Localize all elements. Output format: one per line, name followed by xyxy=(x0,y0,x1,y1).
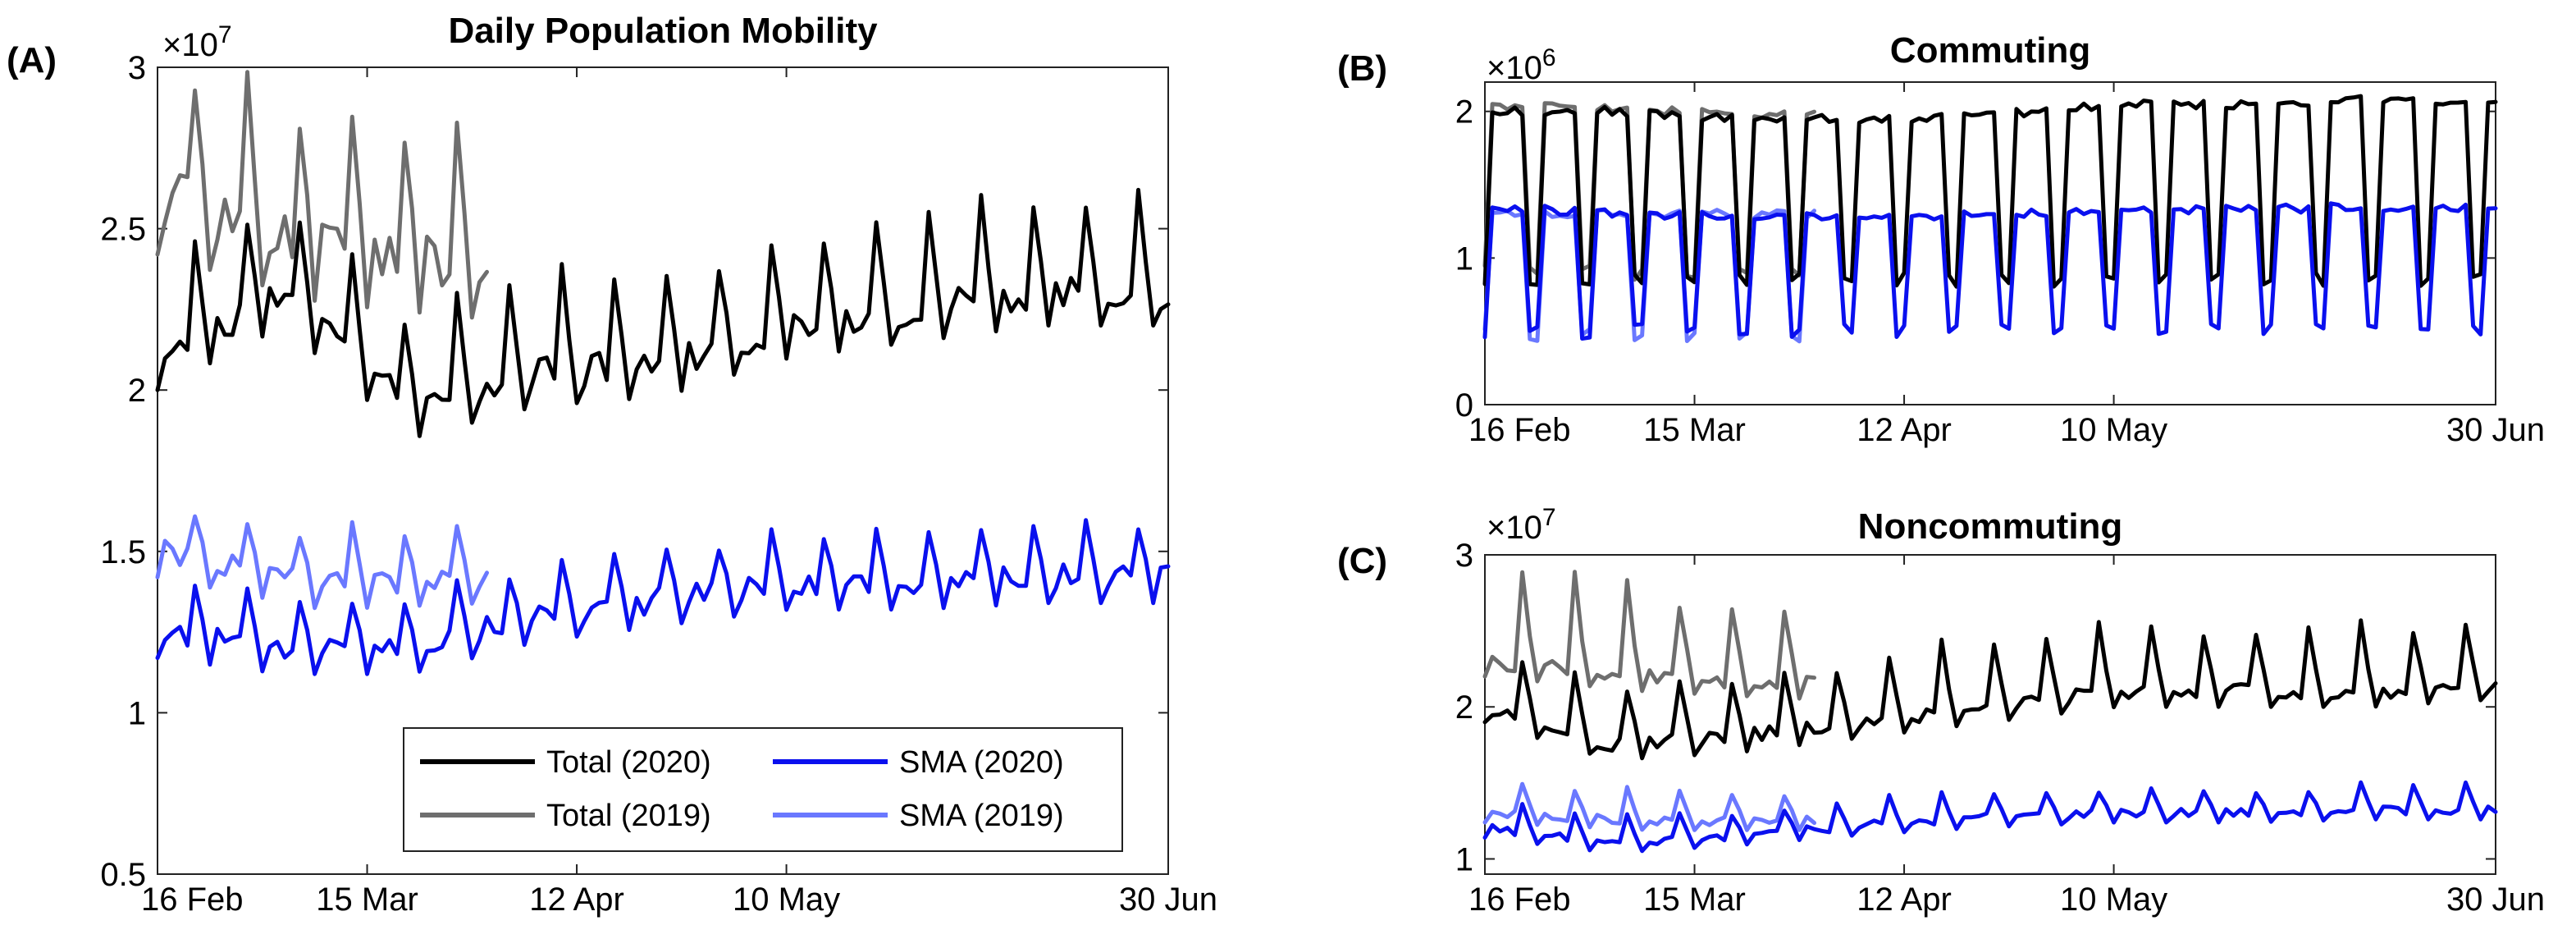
y-tick-label: 1 xyxy=(1455,240,1473,277)
y-tick-label: 0.5 xyxy=(100,857,146,893)
panel-b: (B) Commuting ×106 16 Feb 15 Mar 12 Apr 10 … xyxy=(1337,30,2545,448)
panel-c-axes xyxy=(1484,554,2496,875)
series-line-sma-2020 xyxy=(1482,780,2498,854)
x-tick-label: 12 Apr xyxy=(529,882,624,918)
legend-label-total-2019: Total (2019) xyxy=(546,799,711,833)
series-line-sma-2019 xyxy=(155,514,489,611)
panel-c-ticks: 16 Feb 15 Mar 12 Apr 10 May 30 Jun 1 2 3 xyxy=(1455,538,2545,918)
series-line-sma-2019 xyxy=(1482,781,1816,832)
x-tick-label: 15 Mar xyxy=(1643,412,1746,448)
panel-c-exponent-text: ×107 xyxy=(1487,504,1556,546)
y-tick-label: 3 xyxy=(128,50,146,86)
x-tick-label: 12 Apr xyxy=(1857,412,1952,448)
panel-a-lines xyxy=(155,70,1171,676)
y-tick-label: 2.5 xyxy=(100,212,146,248)
x-tick-label: 15 Mar xyxy=(316,882,418,918)
series-line-total-2019 xyxy=(155,70,489,320)
panel-a-label: (A) xyxy=(7,40,57,80)
panel-a-ticks: 16 Feb 15 Mar 12 Apr 10 May 30 Jun 0.5 1 1.5 2 2.… xyxy=(100,50,1217,918)
x-tick-label: 16 Feb xyxy=(141,882,244,918)
series-line-sma-2020 xyxy=(155,518,1171,676)
panel-c-label: (C) xyxy=(1337,541,1387,581)
legend-label-sma-2019: SMA (2019) xyxy=(899,799,1064,833)
panel-b-axes xyxy=(1484,81,2496,405)
y-tick-label: 1 xyxy=(128,695,146,731)
panel-a-exponent: ×107 xyxy=(162,21,232,63)
y-tick-label: 0 xyxy=(1455,387,1473,424)
x-tick-label: 30 Jun xyxy=(2446,412,2545,448)
panel-b-exponent: ×106 xyxy=(1487,44,1556,86)
series-line-total-2020 xyxy=(1482,94,2498,289)
y-tick-label: 2 xyxy=(1455,689,1473,726)
series-line-total-2019 xyxy=(1482,570,1816,701)
series-line-sma-2020 xyxy=(1482,201,2498,341)
series-line-total-2020 xyxy=(155,187,1171,438)
panel-c-title: Noncommuting xyxy=(1858,506,2123,547)
panel-c: (C) Noncommuting ×107 16 Feb 15 Mar 12 Apr… xyxy=(1337,504,2545,918)
x-tick-label: 16 Feb xyxy=(1468,412,1571,448)
series-line-total-2020 xyxy=(1482,618,2498,761)
legend-label-total-2020: Total (2020) xyxy=(546,745,711,780)
panel-a: (A) Daily Population Mobility ×107 16 Fe… xyxy=(7,11,1217,918)
y-tick-label: 3 xyxy=(1455,538,1473,574)
y-tick-label: 1 xyxy=(1455,841,1473,877)
panel-b-label: (B) xyxy=(1337,48,1387,89)
panel-b-exponent-text: ×106 xyxy=(1487,44,1556,86)
y-tick-label: 1.5 xyxy=(100,534,146,570)
legend-box xyxy=(403,727,1123,852)
panel-c-exponent: ×107 xyxy=(1487,504,1556,546)
x-tick-label: 15 Mar xyxy=(1643,882,1746,918)
legend-label-sma-2020: SMA (2020) xyxy=(899,745,1064,780)
panel-a-exponent-text: ×107 xyxy=(162,21,232,63)
x-tick-label: 30 Jun xyxy=(1119,882,1217,918)
x-tick-label: 10 May xyxy=(2060,412,2167,448)
panel-b-lines xyxy=(1482,94,2498,344)
panel-b-ticks: 16 Feb 15 Mar 12 Apr 10 May 30 Jun 0 1 2 xyxy=(1455,82,2545,448)
x-tick-label: 16 Feb xyxy=(1468,882,1571,918)
x-tick-label: 10 May xyxy=(2060,882,2167,918)
panel-a-legend: Total (2020) SMA (2020) Total (2019) SMA… xyxy=(403,727,1123,852)
panel-a-title: Daily Population Mobility xyxy=(448,11,878,51)
x-tick-label: 30 Jun xyxy=(2446,882,2545,918)
panel-b-title: Commuting xyxy=(1890,30,2090,71)
y-tick-label: 2 xyxy=(128,373,146,409)
x-tick-label: 12 Apr xyxy=(1857,882,1952,918)
y-tick-label: 2 xyxy=(1455,94,1473,131)
x-tick-label: 10 May xyxy=(733,882,840,918)
panel-c-lines xyxy=(1482,570,2498,854)
panel-a-axes xyxy=(157,66,1169,875)
